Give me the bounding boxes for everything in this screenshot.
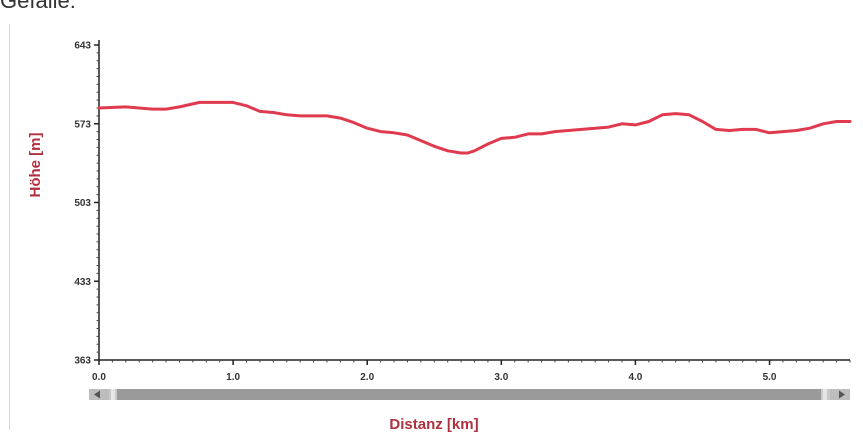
scroll-right-icon[interactable] [830, 389, 850, 400]
left-divider [9, 24, 10, 430]
scrollbar-left-handle[interactable] [111, 389, 115, 400]
x-minor-ticks [98, 360, 851, 363]
x-tick-label: 5.0 [763, 372, 777, 383]
x-tick-label: 0.0 [92, 372, 106, 383]
scroll-left-icon[interactable] [89, 389, 109, 400]
x-tick-label: 3.0 [494, 372, 508, 383]
y-tick-label: 573 [74, 119, 91, 130]
x-tick-label: 1.0 [226, 372, 240, 383]
range-scrollbar[interactable] [89, 389, 850, 400]
page-heading: Gefälle: [0, 0, 76, 13]
elevation-line [97, 100, 852, 155]
y-axis-title: Höhe [m] [27, 133, 44, 198]
y-ticks: 643 573 503 433 363 [74, 41, 99, 367]
scrollbar-thumb[interactable] [117, 389, 821, 400]
y-tick-label: 643 [74, 41, 91, 52]
scrollbar-right-handle[interactable] [823, 389, 827, 400]
x-tick-label: 4.0 [628, 372, 642, 383]
x-tick-label: 2.0 [360, 372, 374, 383]
x-axis-title: Distanz [km] [389, 416, 478, 433]
x-ticks: 0.0 1.0 2.0 3.0 4.0 5.0 [92, 360, 777, 383]
y-tick-label: 503 [74, 198, 91, 209]
y-tick-label: 433 [74, 277, 91, 288]
y-tick-label: 363 [74, 356, 91, 367]
